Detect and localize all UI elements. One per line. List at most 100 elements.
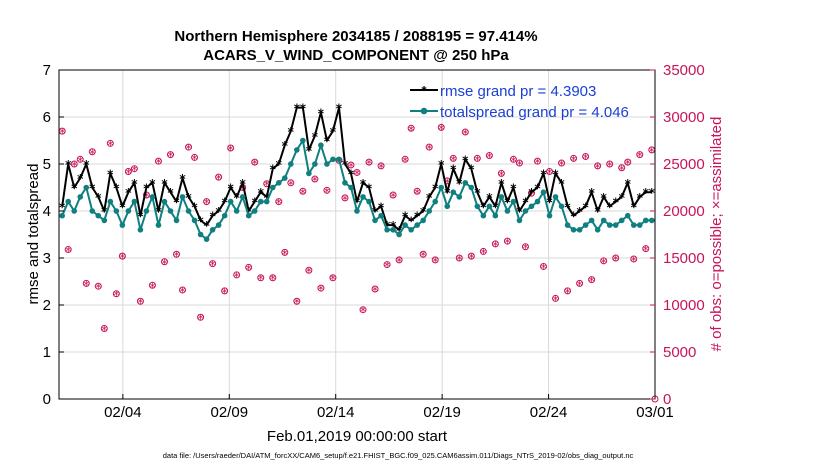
obs-possible-marker — [383, 261, 391, 269]
obs-possible-marker — [160, 258, 168, 266]
totalspread-point — [77, 194, 84, 200]
totalspread-point — [534, 198, 541, 205]
rmse-point: * — [444, 186, 451, 200]
obs-possible-marker — [552, 294, 560, 302]
rmse-point: * — [576, 205, 583, 219]
obs-possible-marker — [305, 266, 313, 274]
rmse-point: * — [402, 210, 409, 224]
obs-possible-marker — [600, 257, 608, 265]
plot-frame — [58, 69, 656, 400]
obs-assimilated-marker: * — [192, 152, 198, 166]
obs-assimilated-marker: * — [595, 161, 601, 175]
obs-possible-marker — [533, 157, 541, 165]
obs-possible-marker — [455, 254, 463, 262]
obs-possible-marker — [245, 263, 253, 271]
obs-assimilated-marker: * — [348, 160, 354, 174]
rmse-point: * — [89, 182, 96, 196]
obs-assimilated-marker: * — [174, 249, 180, 263]
obs-assimilated-marker: * — [77, 154, 83, 168]
obs-assimilated-marker: * — [534, 156, 540, 170]
rmse-point: * — [631, 200, 638, 214]
totalspread-point — [636, 222, 643, 228]
rmse-point: * — [215, 205, 222, 219]
obs-assimilated-marker: * — [125, 167, 131, 181]
obs-assimilated-marker: * — [649, 145, 655, 159]
totalspread-point — [227, 198, 234, 205]
totalspread-point — [396, 231, 402, 238]
rmse-point: * — [282, 139, 289, 153]
obs-possible-marker — [221, 287, 229, 295]
obs-assimilated-marker: * — [366, 157, 372, 171]
obs-assimilated-marker: * — [180, 285, 186, 299]
rmse-point: * — [607, 200, 614, 214]
obs-assimilated-marker: * — [637, 150, 643, 164]
obs-assimilated-marker: * — [613, 253, 619, 267]
obs-possible-marker — [148, 281, 156, 289]
rmse-point: * — [558, 177, 565, 191]
obs-assimilated-marker: * — [619, 163, 625, 177]
rmse-line — [61, 106, 652, 231]
totalspread-point — [384, 227, 390, 233]
rmse-point: * — [390, 219, 397, 233]
rmse-point: * — [468, 163, 475, 177]
rmse-point: * — [366, 182, 373, 196]
obs-assimilated-marker: * — [414, 186, 420, 200]
totalspread-point — [618, 217, 625, 224]
obs-possible-marker — [191, 153, 199, 161]
rmse-point: * — [83, 158, 90, 172]
totalspread-point — [600, 217, 607, 224]
obs-possible-marker — [82, 279, 90, 287]
totalspread-point — [432, 198, 439, 205]
obs-possible-marker — [317, 284, 325, 292]
obs-assimilated-marker: * — [444, 176, 450, 190]
obs-possible-marker — [407, 124, 415, 132]
obs-possible-marker — [612, 254, 620, 262]
totalspread-point — [203, 236, 210, 242]
obs-possible-marker — [521, 243, 529, 251]
totalspread-point — [564, 222, 571, 228]
totalspread-point — [300, 137, 306, 144]
totalspread-point — [131, 198, 138, 205]
obs-possible-marker — [100, 325, 108, 332]
obs-assimilated-marker: * — [408, 123, 414, 137]
obs-assimilated-marker: * — [216, 172, 222, 186]
totalspread-point — [522, 208, 529, 214]
totalspread-point — [510, 198, 517, 205]
rmse-point: * — [191, 200, 198, 214]
obs-possible-marker — [606, 160, 614, 168]
totalspread-point — [191, 217, 198, 224]
totalspread-point — [263, 198, 270, 205]
obs-assimilated-marker: * — [396, 255, 402, 269]
obs-possible-marker — [347, 161, 355, 169]
obs-possible-marker — [227, 144, 235, 152]
rmse-point: * — [426, 191, 433, 205]
totalspread-point — [462, 180, 469, 186]
totalspread-point — [390, 227, 396, 233]
rmse-point: * — [59, 200, 66, 214]
obs-assimilated-marker: * — [456, 253, 462, 267]
totalspread-point — [95, 212, 102, 219]
rmse-point: * — [613, 196, 620, 210]
obs-assimilated-marker: * — [510, 154, 516, 168]
ytick-label-right: 20000 — [663, 203, 705, 220]
obs-possible-marker — [564, 287, 572, 295]
rmse-point: * — [348, 167, 355, 181]
obs-assimilated-marker: * — [438, 122, 444, 136]
ytick-label-right: 30000 — [663, 109, 705, 126]
rmse-point: * — [119, 200, 126, 214]
obs-possible-marker — [461, 128, 469, 136]
rmse-point: * — [595, 205, 602, 219]
obs-possible-marker — [509, 155, 517, 163]
rmse-point: * — [450, 163, 457, 177]
rmse-point: * — [462, 153, 469, 167]
ytick-label-right: 25000 — [663, 156, 705, 173]
obs-assimilated-marker: * — [95, 281, 101, 295]
rmse-point: * — [71, 182, 78, 196]
totalspread-point — [336, 156, 342, 163]
ytick-label-left: 7 — [43, 62, 51, 79]
totalspread-point — [257, 198, 264, 205]
totalspread-point — [546, 212, 553, 219]
rmse-point: * — [234, 191, 241, 205]
rmse-point: * — [582, 200, 589, 214]
totalspread-point — [474, 203, 481, 210]
